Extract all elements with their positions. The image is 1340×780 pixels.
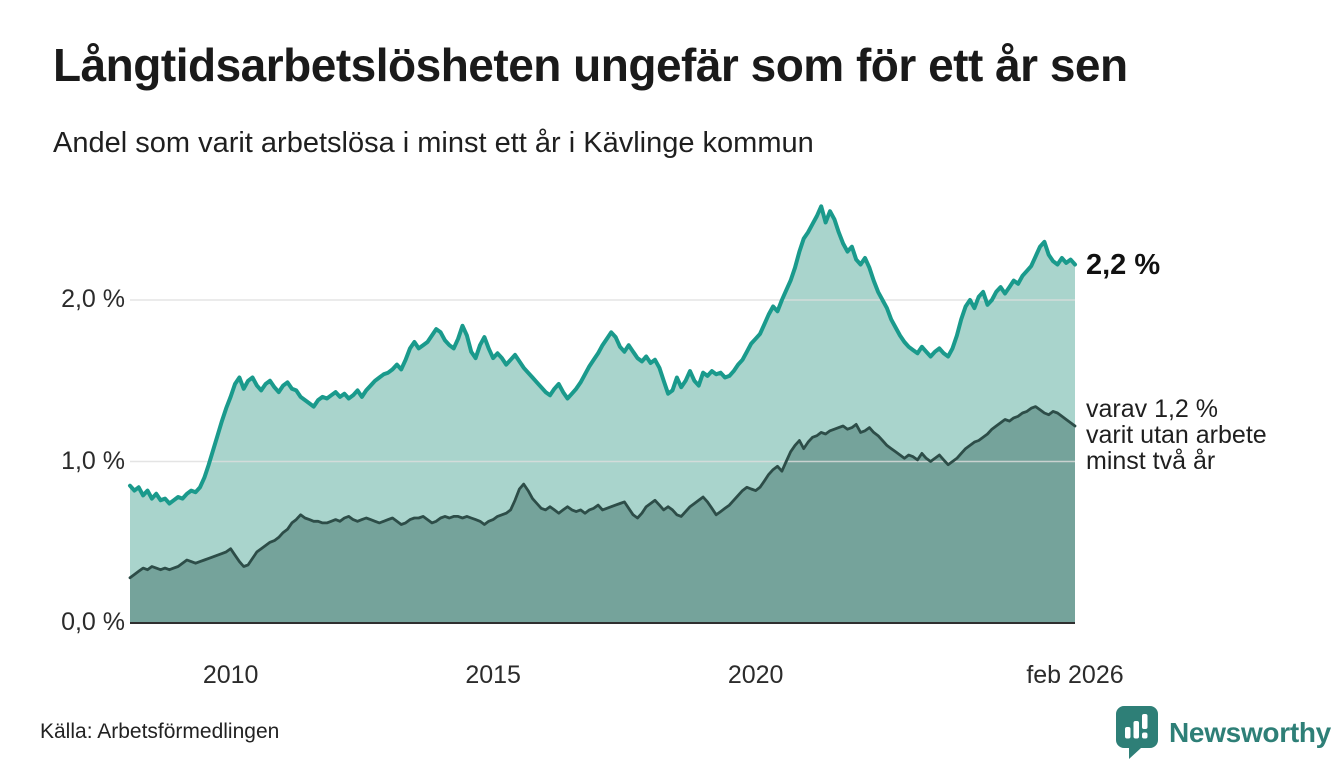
end-note-line-1: varav 1,2 % (1086, 395, 1219, 423)
line-minst-ett-ar (128, 204, 1077, 506)
logo-bar-short (1125, 727, 1131, 739)
x-tick-label: 2015 (465, 661, 521, 689)
logo-exclamation-stem (1142, 714, 1148, 729)
x-tick-label: feb 2026 (1026, 661, 1124, 689)
end-note-line-3: minst två år (1086, 447, 1216, 475)
newsworthy-wordmark: Newsworthy (1169, 717, 1331, 748)
source-caption: Källa: Arbetsförmedlingen (40, 720, 280, 743)
end-note-label: varav 1,2 % varit utan arbete minst två … (1086, 396, 1267, 474)
end-value-label: 2,2 % (1086, 249, 1161, 281)
y-tick-label: 2,0 % (61, 285, 125, 313)
newsworthy-logo-icon (1116, 706, 1158, 759)
newsworthy-brand: Newsworthy (1115, 705, 1331, 759)
end-note-line-2: varit utan arbete (1086, 421, 1267, 449)
chart-title: Långtidsarbetslösheten ungefär som för e… (53, 39, 1128, 91)
logo-bar-tall (1133, 721, 1139, 739)
chart-subtitle: Andel som varit arbetslösa i minst ett å… (53, 127, 814, 159)
x-tick-label: 2020 (727, 661, 784, 689)
x-tick-label: 2010 (202, 661, 259, 689)
gridlines (130, 299, 1075, 463)
y-tick-label: 0,0 % (61, 608, 125, 636)
line-minst-tva-ar (128, 405, 1077, 580)
logo-exclamation-dot (1142, 732, 1148, 739)
y-tick-label: 1,0 % (61, 446, 125, 475)
